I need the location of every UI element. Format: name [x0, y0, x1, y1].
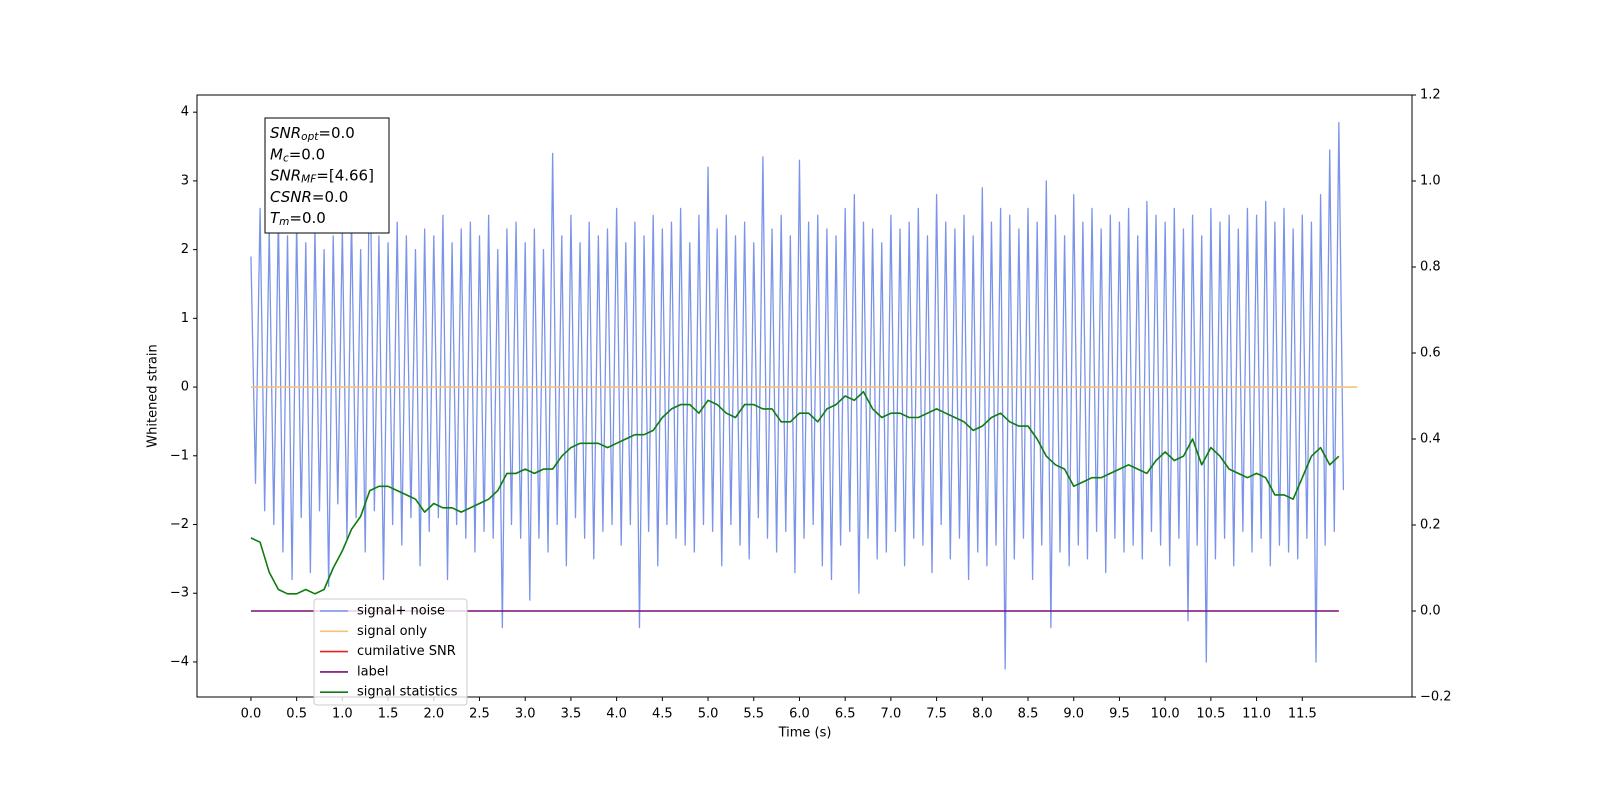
annotation-value: =0.0: [312, 187, 348, 205]
x-tick-label: 6.0: [789, 707, 810, 722]
y2-tick-label: −0.2: [1420, 690, 1452, 705]
x-tick-label: 5.0: [698, 707, 719, 722]
y-tick-label: −2: [170, 517, 189, 532]
x-tick-label: 11.0: [1242, 707, 1271, 722]
annotation-symbol: T: [270, 209, 281, 227]
annotation-line: SNRopt=0.0: [270, 124, 355, 144]
axes-frame: [196, 94, 1413, 698]
annotation-frame: [264, 117, 390, 234]
annotation-value: =[4.66]: [316, 166, 374, 184]
y2-tick-label: 1.2: [1420, 88, 1441, 103]
legend: signal+ noise signal only cumilative SNR la…: [313, 598, 468, 706]
y-tick-label: 1: [181, 311, 189, 326]
x-tick-label: 3.0: [515, 707, 536, 722]
legend-label: label: [357, 664, 388, 679]
y2-tick-label: 0.0: [1420, 604, 1441, 619]
y-tick-label: −1: [170, 448, 189, 463]
y-tick-label: 0: [181, 380, 189, 395]
x-tick-label: 4.5: [652, 707, 673, 722]
x-tick-label: 2.5: [469, 707, 490, 722]
x-tick-label: 10.0: [1151, 707, 1180, 722]
x-tick-label: 5.5: [743, 707, 764, 722]
annotation-line: SNRMF=[4.66]: [270, 166, 374, 186]
annotation-line: CSNR=0.0: [270, 187, 348, 205]
y2-tick-label: 0.6: [1420, 346, 1441, 361]
series-line: [250, 390, 1340, 595]
x-tick-label: 10.5: [1196, 707, 1225, 722]
annotation-symbol: SNR: [270, 166, 301, 184]
x-tick-label: 3.5: [561, 707, 582, 722]
series-line: [250, 121, 1345, 670]
y2-tick-label: 0.4: [1420, 432, 1441, 447]
legend-label: cumilative SNR: [357, 644, 456, 659]
y2-tick-label: 0.8: [1420, 260, 1441, 275]
y2-tick-label: 0.2: [1420, 518, 1441, 533]
legend-frame: [313, 598, 468, 706]
y-tick-label: −3: [170, 586, 189, 601]
annotation-box: SNRopt=0.0Mc=0.0SNRMF=[4.66]CSNR=0.0Tm=0…: [264, 117, 390, 234]
y-tick-label: 2: [181, 242, 189, 257]
x-axis-label: Time (s): [778, 726, 832, 741]
annotation-value: =0.0: [289, 145, 325, 163]
x-tick-label: 8.0: [972, 707, 993, 722]
x-tick-label: 0.5: [286, 707, 307, 722]
x-tick-label: 11.5: [1288, 707, 1317, 722]
annotation-subscript: opt: [301, 131, 319, 143]
annotation-value: =0.0: [289, 209, 325, 227]
legend-label: signal statistics: [357, 685, 458, 700]
annotation-subscript: MF: [301, 174, 317, 186]
legend-label: signal+ noise: [357, 604, 445, 619]
x-tick-label: 9.5: [1109, 707, 1130, 722]
x-tick-label: 1.0: [332, 707, 353, 722]
x-tick-label: 9.0: [1063, 707, 1084, 722]
annotation-subscript: c: [283, 152, 289, 164]
x-tick-label: 8.5: [1018, 707, 1039, 722]
x-tick-label: 7.0: [881, 707, 902, 722]
legend-label: signal only: [357, 624, 427, 639]
y-tick-label: 4: [181, 105, 189, 120]
annotation-value: =0.0: [318, 124, 354, 142]
x-tick-label: 7.5: [926, 707, 947, 722]
annotation-line: Tm=0.0: [270, 209, 326, 229]
y-axis-label: Whitened strain: [146, 344, 161, 447]
x-tick-label: 1.5: [378, 707, 399, 722]
annotation-symbol: CSNR: [270, 187, 312, 205]
x-tick-label: 2.0: [423, 707, 444, 722]
annotation-symbol: SNR: [270, 124, 301, 142]
y-tick-label: −4: [170, 654, 189, 669]
y-tick-label: 3: [181, 173, 189, 188]
x-tick-label: 0.0: [241, 707, 262, 722]
annotation-line: Mc=0.0: [270, 145, 325, 165]
y2-tick-label: 1.0: [1420, 174, 1441, 189]
x-tick-label: 4.0: [606, 707, 627, 722]
annotation-subscript: m: [279, 216, 289, 228]
x-tick-label: 6.5: [835, 707, 856, 722]
annotation-symbol: M: [270, 145, 283, 163]
